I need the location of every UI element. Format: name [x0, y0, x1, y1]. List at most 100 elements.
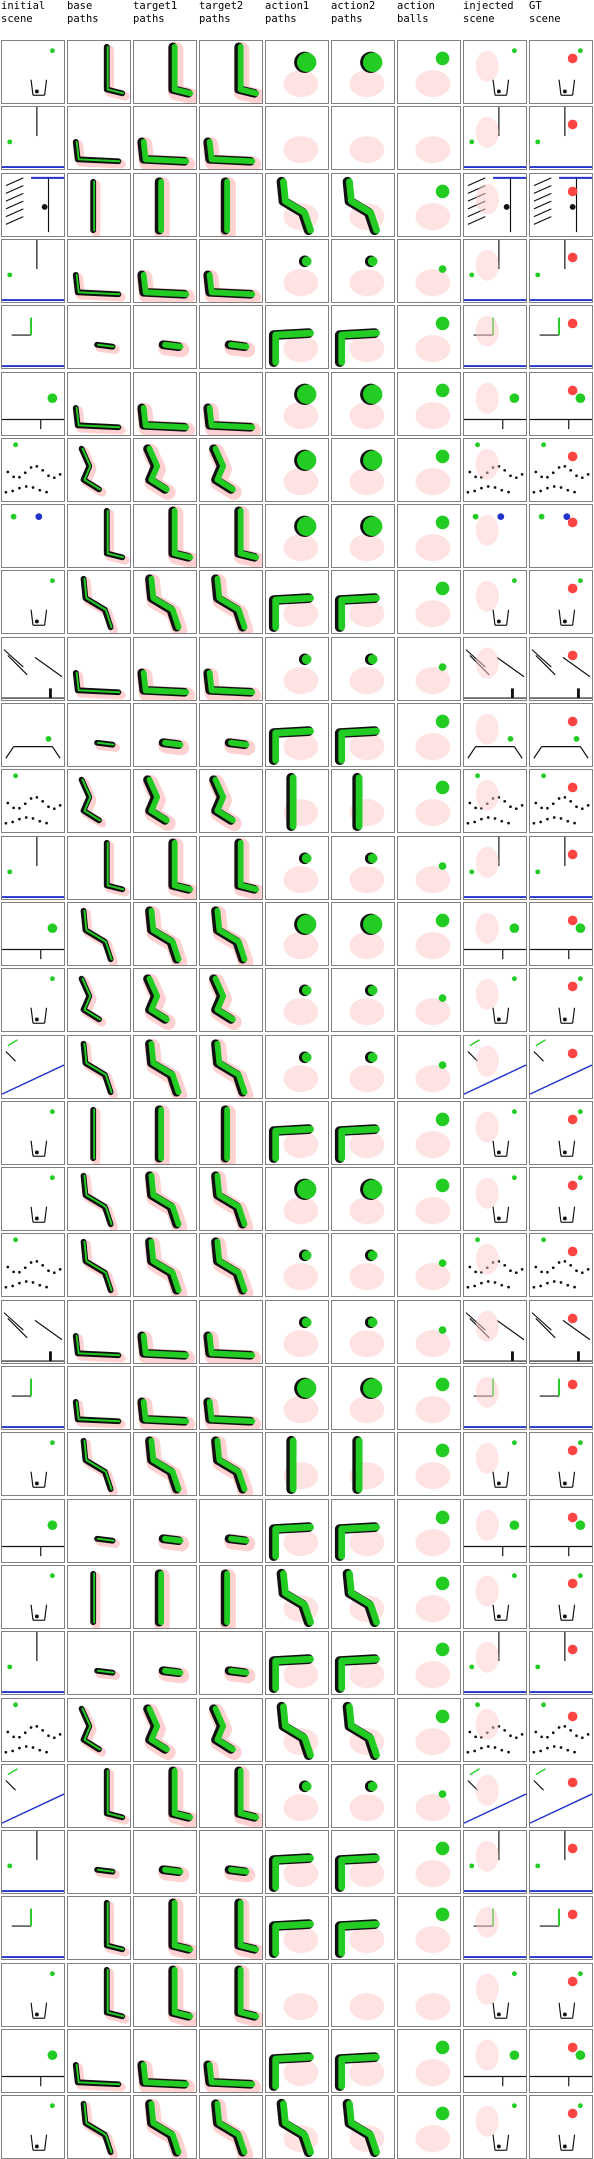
cell-image	[276, 176, 319, 236]
cell-image	[268, 2052, 319, 2092]
cell-image	[103, 1899, 130, 1957]
cell-image	[2, 1831, 64, 1893]
black-ball	[562, 2144, 567, 2149]
cell-base_paths-row-28	[67, 1830, 131, 1894]
black-ball	[34, 619, 39, 624]
scene-line	[531, 1312, 552, 1331]
green-path	[214, 907, 248, 963]
cell-base_paths-row-12	[67, 769, 131, 833]
cell-action2_paths-row-32	[331, 2095, 395, 2159]
cell-injected_scene-row-17	[463, 1101, 527, 1165]
cell-injected_scene-row-15	[463, 968, 527, 1032]
cell-image	[167, 1964, 196, 2026]
scene-line	[496, 656, 525, 678]
green-blob	[363, 1378, 383, 1398]
cell-base_paths-row-22	[67, 1432, 131, 1496]
green-ball	[435, 1642, 450, 1657]
black-ball	[496, 1216, 501, 1221]
black-dot	[45, 490, 48, 494]
cell-gt_scene-row-1	[529, 40, 593, 104]
cell-image	[142, 774, 176, 832]
cell-image	[415, 1907, 451, 1954]
cell-target2_paths-row-19	[199, 1233, 263, 1297]
cell-base_paths-row-19	[67, 1233, 131, 1297]
cell-initial_scene-row-9	[1, 570, 65, 634]
cell-image	[532, 1702, 590, 1754]
green-ball	[435, 51, 450, 66]
black-dot	[38, 488, 42, 492]
cell-target2_paths-row-1	[199, 40, 263, 104]
cell-image	[210, 1038, 254, 1098]
black-dot	[41, 1728, 45, 1732]
cell-action2_paths-row-25	[331, 1631, 395, 1695]
red-density	[283, 468, 319, 496]
cell-image	[464, 382, 526, 430]
scene-line	[530, 1793, 592, 1824]
green-path	[171, 507, 194, 561]
cell-image	[2, 240, 64, 302]
scene-line	[34, 1319, 63, 1341]
red-density	[349, 468, 385, 496]
scene-line	[492, 1206, 496, 1223]
black-ball	[496, 89, 501, 94]
cell-target1_paths-row-4	[133, 239, 197, 303]
cell-image	[415, 383, 451, 430]
black-dot	[473, 489, 477, 493]
black-dot	[580, 1271, 584, 1275]
red-density	[349, 733, 385, 761]
cell-action_balls-row-4	[397, 239, 461, 303]
red-density	[415, 1396, 451, 1424]
cell-image	[349, 1993, 385, 2021]
cell-image	[464, 1310, 526, 1362]
red-ball	[567, 1445, 578, 1456]
cell-image	[233, 1897, 262, 1959]
cell-image	[224, 1533, 256, 1552]
cell-image	[2, 1908, 64, 1959]
black-dot	[539, 489, 543, 493]
cell-image	[154, 176, 170, 236]
scene-line	[5, 192, 24, 202]
green-blob	[301, 1052, 312, 1063]
green-ball	[435, 780, 450, 795]
black-ball	[562, 1216, 567, 1221]
cell-image	[283, 1316, 319, 1358]
black-path	[103, 507, 126, 561]
black-dot	[24, 1745, 28, 1748]
red-density	[283, 70, 319, 98]
green-path	[140, 669, 190, 696]
red-density	[349, 667, 385, 695]
black-dot	[468, 801, 472, 805]
cell-action1_paths-row-25	[265, 1631, 329, 1695]
cell-image	[415, 1841, 451, 1888]
red-ball	[567, 583, 578, 594]
cell-action_balls-row-9	[397, 570, 461, 634]
cell-injected_scene-row-14	[463, 902, 527, 966]
red-density	[415, 2125, 451, 2153]
cell-image	[276, 2098, 319, 2158]
cell-image	[530, 1312, 592, 1362]
cell-action2_paths-row-1	[331, 40, 395, 104]
cell-image	[558, 1573, 583, 1621]
black-dot	[514, 1271, 518, 1275]
cell-action1_paths-row-1	[265, 40, 329, 104]
green-path	[171, 1899, 194, 1953]
cell-gt_scene-row-9	[529, 570, 593, 634]
green-path	[140, 1398, 190, 1425]
black-ball	[496, 1481, 501, 1486]
cell-image	[268, 726, 319, 766]
cell-image	[415, 51, 451, 98]
cell-action1_paths-row-15	[265, 968, 329, 1032]
green-path	[106, 1769, 125, 1819]
green-ball	[435, 515, 450, 530]
cell-action1_paths-row-23	[265, 1499, 329, 1563]
red-ball	[567, 2108, 578, 2119]
cell-action1_paths-row-3	[265, 173, 329, 237]
cell-image	[475, 1175, 517, 1223]
cell-image	[224, 1665, 256, 1684]
red-ball	[567, 53, 578, 64]
cell-action2_paths-row-7	[331, 438, 395, 502]
cell-image	[4, 442, 62, 494]
cell-image	[415, 316, 451, 363]
cell-image	[415, 1993, 451, 2021]
cell-image	[276, 1701, 319, 1761]
